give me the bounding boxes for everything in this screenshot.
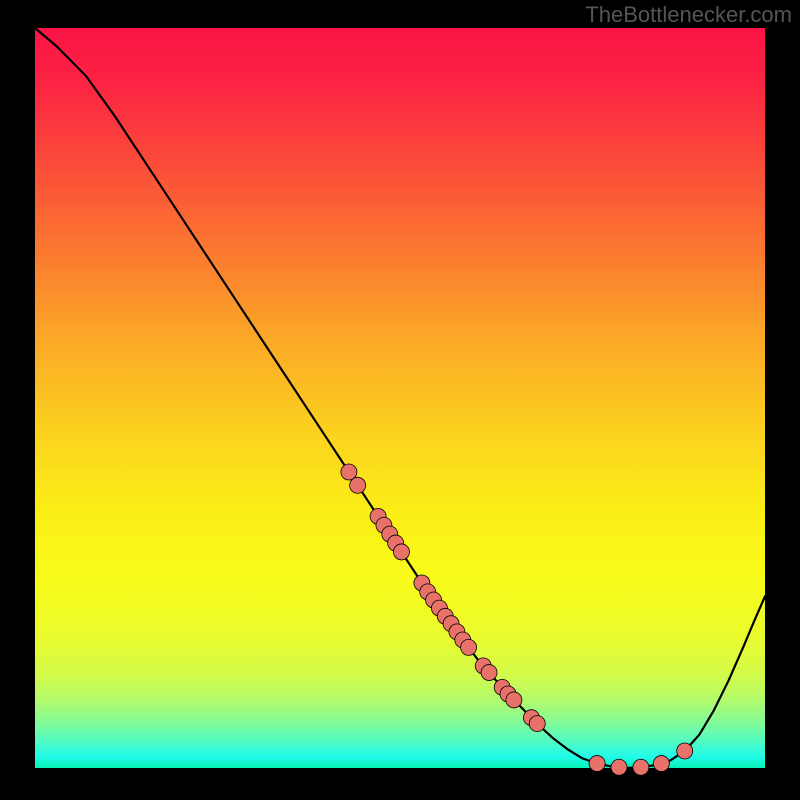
data-marker xyxy=(506,692,522,708)
bottleneck-chart xyxy=(0,0,800,800)
data-marker xyxy=(677,743,693,759)
data-marker xyxy=(461,639,477,655)
data-marker xyxy=(589,756,605,772)
data-marker xyxy=(481,665,497,681)
data-marker xyxy=(393,544,409,560)
data-marker xyxy=(653,756,669,772)
data-marker xyxy=(633,759,649,775)
data-marker xyxy=(529,716,545,732)
watermark-text: TheBottlenecker.com xyxy=(585,2,792,28)
plot-background xyxy=(35,28,765,768)
data-marker xyxy=(350,477,366,493)
chart-container: TheBottlenecker.com xyxy=(0,0,800,800)
data-marker xyxy=(611,759,627,775)
